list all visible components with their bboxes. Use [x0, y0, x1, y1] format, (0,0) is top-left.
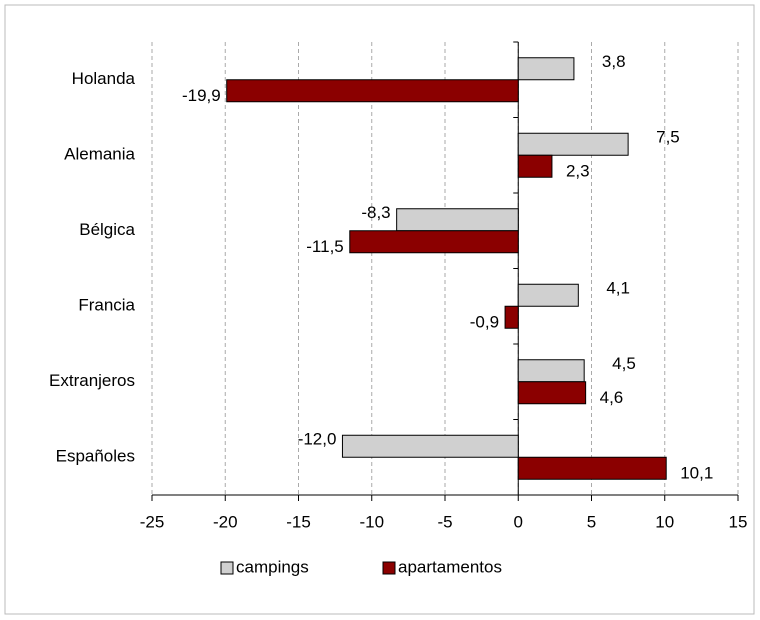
chart-frame — [4, 4, 755, 615]
y-tick-label: Alemania — [64, 145, 135, 164]
value-label: 2,3 — [566, 162, 590, 181]
x-tick-label: -25 — [140, 512, 165, 531]
legend-label: campings — [236, 557, 309, 576]
bar — [226, 79, 519, 103]
x-tick-label: 5 — [587, 512, 596, 531]
x-tick-label: -20 — [213, 512, 238, 531]
legend-label: apartamentos — [398, 557, 502, 576]
value-label: -8,3 — [361, 203, 390, 222]
value-label: -0,9 — [470, 313, 499, 332]
y-tick-label: Extranjeros — [49, 371, 135, 390]
x-tick-label: -5 — [437, 512, 452, 531]
y-tick-label: Holanda — [72, 69, 136, 88]
bar — [517, 381, 587, 405]
value-label: 4,5 — [612, 354, 636, 373]
y-tick-label: Bélgica — [79, 220, 135, 239]
value-label: -11,5 — [306, 237, 344, 256]
value-label: 10,1 — [680, 464, 713, 483]
bar — [517, 283, 579, 307]
value-label: 4,6 — [600, 388, 624, 407]
value-label: 4,1 — [606, 279, 630, 298]
value-label: 3,8 — [602, 52, 626, 71]
bar — [349, 230, 519, 254]
x-tick-label: -15 — [286, 512, 311, 531]
x-tick-label: -10 — [359, 512, 384, 531]
bar — [517, 359, 585, 383]
x-tick-label: 10 — [655, 512, 674, 531]
bar — [341, 434, 519, 458]
y-tick-label: Españoles — [56, 447, 135, 466]
bar — [517, 456, 667, 480]
x-tick-label: 15 — [729, 512, 748, 531]
legend-swatch — [382, 561, 396, 575]
value-label: -19,9 — [182, 86, 221, 105]
bar — [396, 208, 519, 232]
bar — [517, 57, 575, 81]
bar — [517, 132, 629, 156]
value-label: 7,5 — [656, 128, 680, 147]
bar — [517, 154, 553, 178]
y-tick-label: Francia — [78, 296, 135, 315]
bar — [504, 305, 519, 329]
x-tick-label: 0 — [514, 512, 523, 531]
legend-swatch — [220, 561, 234, 575]
value-label: -12,0 — [298, 430, 337, 449]
